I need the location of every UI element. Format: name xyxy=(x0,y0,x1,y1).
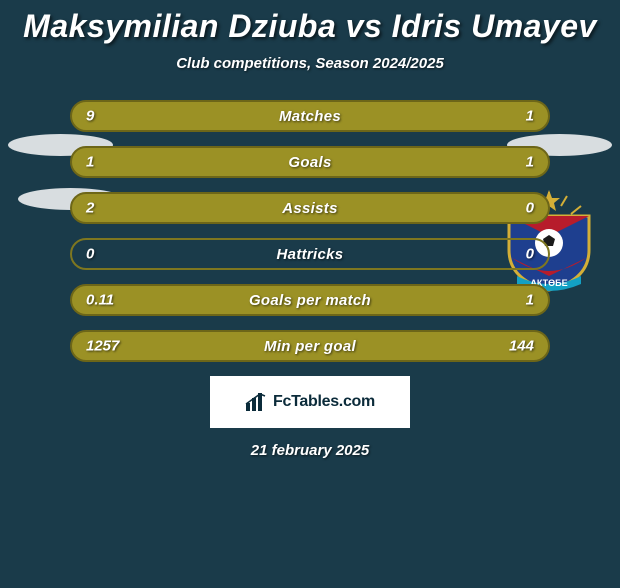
stat-left-value: 1257 xyxy=(86,338,119,355)
page-date: 21 february 2025 xyxy=(0,442,620,459)
stat-left-value: 2 xyxy=(86,200,94,217)
stat-left-value: 0 xyxy=(86,246,94,263)
stat-left-value: 0.11 xyxy=(86,292,114,309)
stat-label: Hattricks xyxy=(277,246,344,263)
stat-left-value: 9 xyxy=(86,108,94,125)
stat-row-matches: 9 Matches 1 xyxy=(70,100,550,132)
stat-right-value: 1 xyxy=(526,292,534,309)
page-title: Maksymilian Dziuba vs Idris Umayev xyxy=(0,8,620,45)
stats-container: 9 Matches 1 1 Goals 1 2 Assists 0 0 Hatt… xyxy=(70,100,550,362)
stat-right-value: 1 xyxy=(526,154,534,171)
stat-row-goals: 1 Goals 1 xyxy=(70,146,550,178)
stat-row-assists: 2 Assists 0 xyxy=(70,192,550,224)
stat-right-value: 1 xyxy=(526,108,534,125)
stat-label: Min per goal xyxy=(264,338,356,355)
stat-label: Matches xyxy=(279,108,341,125)
stat-row-hattricks: 0 Hattricks 0 xyxy=(70,238,550,270)
bar-chart-icon xyxy=(245,393,267,411)
stat-row-goals-per-match: 0.11 Goals per match 1 xyxy=(70,284,550,316)
stat-left-value: 1 xyxy=(86,154,94,171)
stat-row-min-per-goal: 1257 Min per goal 144 xyxy=(70,330,550,362)
page-subtitle: Club competitions, Season 2024/2025 xyxy=(0,55,620,72)
stat-label: Assists xyxy=(282,200,337,217)
brand-text: FcTables.com xyxy=(273,393,375,411)
brand-footer[interactable]: FcTables.com xyxy=(210,376,410,428)
stat-right-value: 0 xyxy=(526,246,534,263)
stat-label: Goals xyxy=(288,154,331,171)
stat-right-value: 0 xyxy=(526,200,534,217)
stat-label: Goals per match xyxy=(249,292,371,309)
stat-right-value: 144 xyxy=(509,338,534,355)
